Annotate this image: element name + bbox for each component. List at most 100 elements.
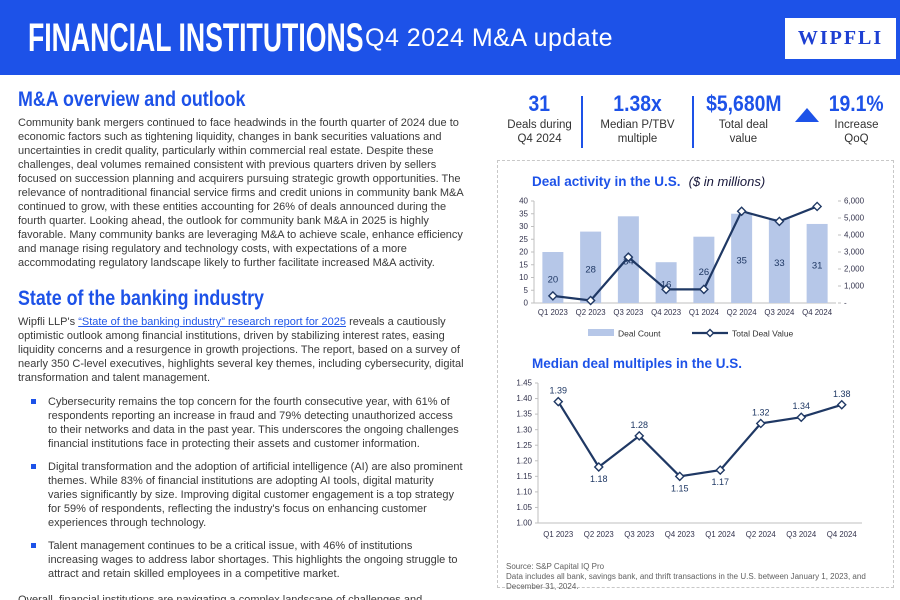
- bullet-talent-management: Talent management continues to be a crit…: [18, 539, 464, 581]
- svg-text:31: 31: [812, 260, 823, 271]
- source-note: Source: S&P Capital IQ Pro Data includes…: [506, 562, 887, 592]
- stat-ptbv: 1.38x Median P/TBV multiple: [583, 92, 692, 146]
- stat-total-value-value: $5,680M: [705, 91, 782, 116]
- svg-text:1.28: 1.28: [630, 420, 648, 430]
- svg-text:Q4 2024: Q4 2024: [802, 308, 833, 317]
- svg-text:1.15: 1.15: [516, 472, 532, 481]
- svg-text:1.05: 1.05: [516, 503, 532, 512]
- stat-total-value: $5,680M Total deal value: [694, 92, 793, 146]
- header-banner: FINANCIAL INSTITUTIONS Q4 2024 M&A updat…: [0, 0, 900, 75]
- svg-text:6,000: 6,000: [844, 197, 865, 206]
- charts-panel: Deal activity in the U.S. ($ in millions…: [497, 160, 894, 591]
- svg-text:5: 5: [524, 286, 529, 295]
- svg-text:Q3 2023: Q3 2023: [624, 530, 654, 539]
- svg-text:3,000: 3,000: [844, 248, 865, 257]
- data-note-line: Data includes all bank, savings bank, an…: [506, 572, 866, 591]
- section2-title: State of the banking industry: [18, 287, 264, 310]
- stat-ptbv-value: 1.38x: [613, 91, 662, 116]
- bullet-digital-transformation: Digital transformation and the adoption …: [18, 460, 464, 530]
- svg-text:35: 35: [736, 255, 747, 266]
- svg-text:5,000: 5,000: [844, 214, 865, 223]
- svg-text:1.30: 1.30: [516, 425, 532, 434]
- svg-text:1.32: 1.32: [752, 407, 770, 417]
- svg-text:1.40: 1.40: [516, 394, 532, 403]
- svg-text:1.38: 1.38: [833, 389, 851, 399]
- svg-text:Q1 2023: Q1 2023: [538, 308, 568, 317]
- stat-qoq-label: Increase QoQ: [834, 119, 879, 145]
- svg-text:25: 25: [519, 235, 528, 244]
- svg-text:20: 20: [519, 248, 528, 257]
- section2-intro-suffix: reveals a cautiously optimistic outlook …: [18, 316, 464, 384]
- closing-paragraph: Overall, financial institutions are navi…: [18, 594, 423, 600]
- stat-total-value-label: Total deal value: [718, 119, 768, 145]
- stat-deals-value: 31: [528, 91, 551, 116]
- stat-qoq-value: 19.1%: [828, 91, 884, 116]
- svg-text:-: -: [844, 299, 847, 308]
- svg-text:Q2 2023: Q2 2023: [584, 530, 614, 539]
- svg-text:Q4 2023: Q4 2023: [665, 530, 695, 539]
- svg-text:34: 34: [623, 257, 634, 268]
- chart2-title: Median deal multiples in the U.S.: [532, 356, 743, 371]
- svg-text:1.45: 1.45: [516, 379, 532, 388]
- stat-ptbv-label: Median P/TBV multiple: [600, 119, 675, 145]
- svg-text:1.39: 1.39: [549, 386, 567, 396]
- bullet-square-icon: [31, 464, 36, 469]
- svg-text:1.15: 1.15: [671, 483, 689, 493]
- svg-text:1.35: 1.35: [516, 410, 532, 419]
- median-deal-multiples-chart: 1.00 1.05 1.10 1.15 1.20 1.25 1.30 1.35 1.40 1.45…: [516, 379, 862, 539]
- svg-text:10: 10: [519, 273, 528, 282]
- svg-text:1.00: 1.00: [516, 519, 532, 528]
- svg-text:30: 30: [519, 222, 528, 231]
- section2-intro-prefix: Wipfli LLP's: [18, 316, 79, 328]
- source-line: Source: S&P Capital IQ Pro: [506, 562, 605, 571]
- svg-text:Q2 2023: Q2 2023: [576, 308, 606, 317]
- svg-text:1.17: 1.17: [711, 477, 729, 487]
- svg-text:4,000: 4,000: [844, 231, 865, 240]
- svg-text:Q2 2024: Q2 2024: [746, 530, 777, 539]
- svg-text:Deal Count: Deal Count: [618, 329, 661, 339]
- svg-text:Q3 2023: Q3 2023: [613, 308, 643, 317]
- svg-text:Q4 2024: Q4 2024: [827, 530, 858, 539]
- left-column: M&A overview and outlook Community bank …: [18, 88, 464, 600]
- svg-text:15: 15: [519, 260, 528, 269]
- svg-text:0: 0: [524, 299, 529, 308]
- svg-text:33: 33: [774, 258, 785, 269]
- stat-qoq: 19.1% Increase QoQ: [819, 92, 894, 146]
- svg-text:1.20: 1.20: [516, 456, 532, 465]
- svg-text:2,000: 2,000: [844, 265, 865, 274]
- chart1-title-row: Deal activity in the U.S. ($ in millions…: [532, 173, 887, 191]
- svg-text:Q3 2024: Q3 2024: [764, 308, 795, 317]
- svg-text:Q1 2024: Q1 2024: [689, 308, 720, 317]
- chart1-title-note: ($ in millions): [688, 174, 766, 189]
- svg-text:1.25: 1.25: [516, 441, 532, 450]
- svg-text:1.18: 1.18: [590, 474, 608, 484]
- svg-text:Total Deal Value: Total Deal Value: [732, 329, 794, 339]
- svg-text:Q3 2024: Q3 2024: [786, 530, 817, 539]
- stat-divider: [581, 96, 584, 148]
- stat-deals: 31 Deals during Q4 2024: [498, 92, 581, 146]
- svg-text:20: 20: [548, 275, 559, 286]
- wipfli-logo-text: WIPFLI: [797, 27, 884, 49]
- stat-divider: [691, 96, 694, 148]
- page-title: FINANCIAL INSTITUTIONS: [28, 14, 364, 60]
- chart1-title: Deal activity in the U.S.: [532, 174, 681, 189]
- section1-body: Community bank mergers continued to face…: [18, 117, 464, 269]
- svg-text:35: 35: [519, 209, 528, 218]
- bullet-square-icon: [31, 399, 36, 404]
- up-triangle-icon: [794, 108, 819, 122]
- chart2-title-row: Median deal multiples in the U.S.: [532, 355, 887, 373]
- svg-text:1.34: 1.34: [792, 401, 810, 411]
- svg-text:Q1 2024: Q1 2024: [705, 530, 736, 539]
- kpi-stats-row: 31 Deals during Q4 2024 1.38x Median P/TB…: [498, 92, 894, 154]
- bullet-square-icon: [31, 543, 36, 548]
- svg-text:1,000: 1,000: [844, 282, 865, 291]
- key-themes-list: Cybersecurity remains the top concern fo…: [18, 395, 464, 581]
- svg-text:Q1 2023: Q1 2023: [543, 530, 573, 539]
- bullet-cybersecurity: Cybersecurity remains the top concern fo…: [18, 395, 464, 451]
- research-report-link[interactable]: “State of the banking industry” research…: [78, 316, 347, 328]
- section2-intro: Wipfli LLP's “State of the banking indus…: [18, 315, 464, 385]
- svg-text:1.10: 1.10: [516, 487, 532, 496]
- page-subtitle: Q4 2024 M&A update: [365, 24, 614, 52]
- section1-title: M&A overview and outlook: [18, 88, 246, 111]
